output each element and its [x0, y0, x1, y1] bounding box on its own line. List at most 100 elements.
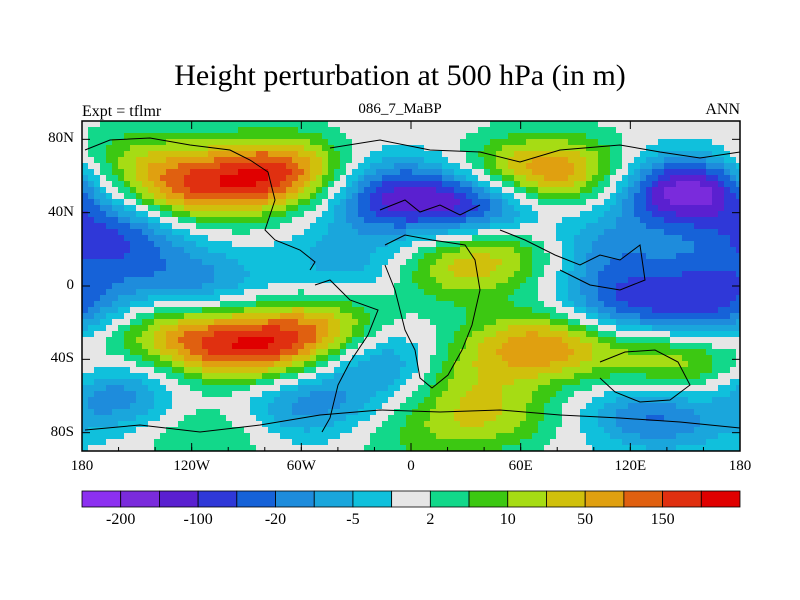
field-cell	[136, 265, 143, 272]
field-cell	[82, 145, 89, 152]
field-cell	[598, 343, 605, 350]
field-cell	[286, 163, 293, 170]
field-cell	[448, 301, 455, 308]
field-cell	[502, 151, 509, 158]
field-cell	[502, 343, 509, 350]
field-cell	[526, 151, 533, 158]
field-cell	[280, 139, 287, 146]
field-cell	[394, 235, 401, 242]
field-cell	[382, 181, 389, 188]
field-cell	[526, 271, 533, 278]
field-cell	[100, 361, 107, 368]
field-cell	[592, 337, 599, 344]
field-cell	[478, 217, 485, 224]
field-cell	[610, 181, 617, 188]
field-cell	[214, 301, 221, 308]
field-cell	[538, 229, 545, 236]
field-cell	[676, 301, 683, 308]
field-cell	[160, 271, 167, 278]
field-cell	[358, 145, 365, 152]
field-cell	[358, 241, 365, 248]
field-cell	[586, 253, 593, 260]
field-cell	[262, 349, 269, 356]
field-cell	[526, 367, 533, 374]
field-cell	[340, 229, 347, 236]
field-cell	[286, 355, 293, 362]
field-cell	[550, 133, 557, 140]
field-cell	[358, 307, 365, 314]
field-cell	[538, 235, 545, 242]
field-cell	[244, 349, 251, 356]
field-cell	[634, 133, 641, 140]
field-cell	[616, 367, 623, 374]
field-cell	[136, 355, 143, 362]
field-cell	[358, 199, 365, 206]
field-cell	[208, 253, 215, 260]
field-cell	[568, 265, 575, 272]
field-cell	[304, 337, 311, 344]
field-cell	[142, 349, 149, 356]
field-cell	[736, 139, 741, 146]
field-cell	[568, 145, 575, 152]
field-cell	[658, 307, 665, 314]
field-cell	[154, 355, 161, 362]
field-cell	[466, 253, 473, 260]
field-cell	[112, 199, 119, 206]
field-cell	[526, 313, 533, 320]
field-cell	[310, 319, 317, 326]
field-cell	[616, 331, 623, 338]
field-cell	[418, 385, 425, 392]
field-cell	[340, 331, 347, 338]
field-cell	[280, 355, 287, 362]
field-cell	[514, 217, 521, 224]
field-cell	[448, 265, 455, 272]
field-cell	[718, 181, 725, 188]
field-cell	[472, 235, 479, 242]
field-cell	[94, 301, 101, 308]
field-cell	[310, 151, 317, 158]
field-cell	[400, 265, 407, 272]
field-cell	[574, 289, 581, 296]
field-cell	[610, 259, 617, 266]
field-cell	[676, 205, 683, 212]
field-cell	[544, 217, 551, 224]
field-cell	[556, 385, 563, 392]
field-cell	[118, 199, 125, 206]
field-cell	[520, 121, 527, 128]
field-cell	[688, 325, 695, 332]
field-cell	[124, 295, 131, 302]
field-cell	[154, 259, 161, 266]
field-cell	[664, 343, 671, 350]
field-cell	[448, 331, 455, 338]
field-cell	[730, 301, 737, 308]
field-cell	[220, 193, 227, 200]
field-cell	[700, 187, 707, 194]
field-cell	[376, 331, 383, 338]
field-cell	[604, 241, 611, 248]
field-cell	[508, 127, 515, 134]
field-cell	[166, 373, 173, 380]
field-cell	[274, 385, 281, 392]
field-cell	[292, 259, 299, 266]
field-cell	[400, 229, 407, 236]
field-cell	[700, 157, 707, 164]
field-cell	[724, 361, 731, 368]
field-cell	[580, 217, 587, 224]
field-cell	[412, 283, 419, 290]
field-cell	[460, 145, 467, 152]
field-cell	[718, 379, 725, 386]
field-cell	[100, 265, 107, 272]
field-cell	[112, 349, 119, 356]
field-cell	[382, 139, 389, 146]
field-cell	[718, 121, 725, 128]
field-cell	[328, 253, 335, 260]
field-cell	[214, 295, 221, 302]
field-cell	[610, 193, 617, 200]
field-cell	[454, 343, 461, 350]
field-cell	[364, 325, 371, 332]
field-cell	[166, 193, 173, 200]
field-cell	[610, 163, 617, 170]
field-cell	[82, 355, 89, 362]
field-cell	[262, 199, 269, 206]
field-cell	[622, 193, 629, 200]
